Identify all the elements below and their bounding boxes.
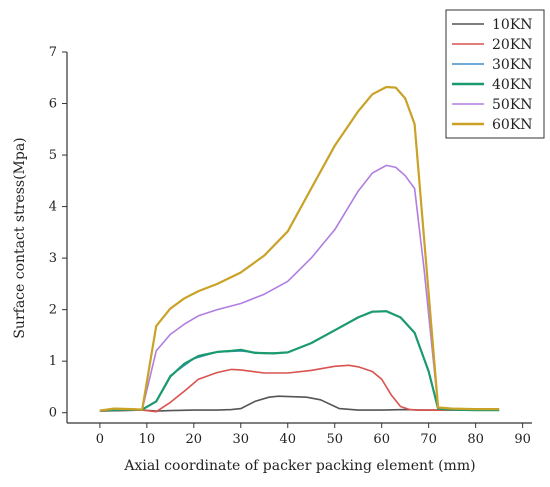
y-tick-label: 4 <box>49 200 57 215</box>
y-tick-label: 1 <box>49 354 57 369</box>
y-tick-label: 6 <box>49 97 57 112</box>
x-tick-label: 90 <box>514 432 531 447</box>
x-tick-label: 20 <box>186 432 203 447</box>
series-line-20kn <box>99 364 500 413</box>
y-tick-label: 5 <box>49 148 57 163</box>
series-lines <box>99 85 500 413</box>
x-tick-label: 0 <box>96 432 104 447</box>
x-tick-label: 50 <box>326 432 343 447</box>
legend-label-10kn: 10KN <box>492 17 533 33</box>
x-tick-label: 80 <box>467 432 484 447</box>
x-tick-label: 60 <box>373 432 390 447</box>
x-axis-title: Axial coordinate of packer packing eleme… <box>123 458 475 474</box>
series-line-50kn <box>99 164 500 412</box>
x-ticks: 0 10 20 30 40 50 60 70 80 90 <box>96 423 531 447</box>
x-tick-label: 40 <box>279 432 296 447</box>
x-tick-label: 10 <box>139 432 156 447</box>
y-tick-label: 7 <box>49 45 57 60</box>
x-tick-label: 30 <box>233 432 250 447</box>
y-axis-title: Surface contact stress(Mpa) <box>12 137 28 338</box>
series-line-60kn <box>99 85 500 412</box>
legend-box <box>445 9 545 139</box>
x-tick-label: 70 <box>420 432 437 447</box>
legend-label-60kn: 60KN <box>492 117 533 133</box>
y-tick-label: 0 <box>49 406 57 421</box>
legend-label-20kn: 20KN <box>492 37 533 53</box>
y-tick-label: 3 <box>49 251 57 266</box>
legend: 10KN 20KN 30KN 40KN 50KN 60KN <box>445 9 545 139</box>
legend-label-30kn: 30KN <box>492 57 533 73</box>
y-ticks: 0 1 2 3 4 5 6 7 <box>49 45 67 421</box>
legend-label-50kn: 50KN <box>492 97 533 113</box>
legend-label-40kn: 40KN <box>492 77 533 93</box>
y-tick-label: 2 <box>49 303 57 318</box>
series-line-40kn <box>99 310 500 412</box>
